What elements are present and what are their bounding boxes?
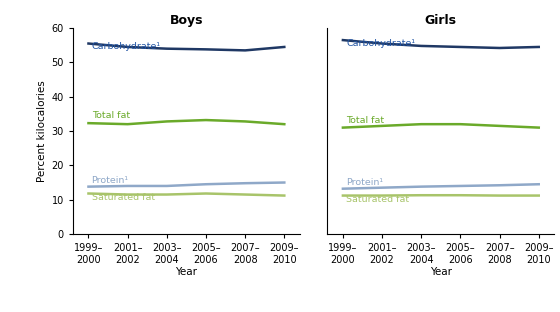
- Text: Protein¹: Protein¹: [92, 176, 129, 185]
- Title: Girls: Girls: [425, 14, 457, 27]
- X-axis label: Year: Year: [175, 267, 197, 277]
- Text: Total fat: Total fat: [92, 111, 130, 120]
- Text: Saturated fat: Saturated fat: [92, 193, 155, 202]
- Title: Boys: Boys: [170, 14, 203, 27]
- Y-axis label: Percent kilocalories: Percent kilocalories: [37, 80, 47, 182]
- Text: Carbohydrate¹: Carbohydrate¹: [92, 42, 161, 51]
- Text: Saturated fat: Saturated fat: [346, 195, 409, 204]
- Text: Protein¹: Protein¹: [346, 178, 383, 187]
- Text: Total fat: Total fat: [346, 116, 384, 125]
- Text: Carbohydrate¹: Carbohydrate¹: [346, 39, 415, 48]
- X-axis label: Year: Year: [430, 267, 452, 277]
